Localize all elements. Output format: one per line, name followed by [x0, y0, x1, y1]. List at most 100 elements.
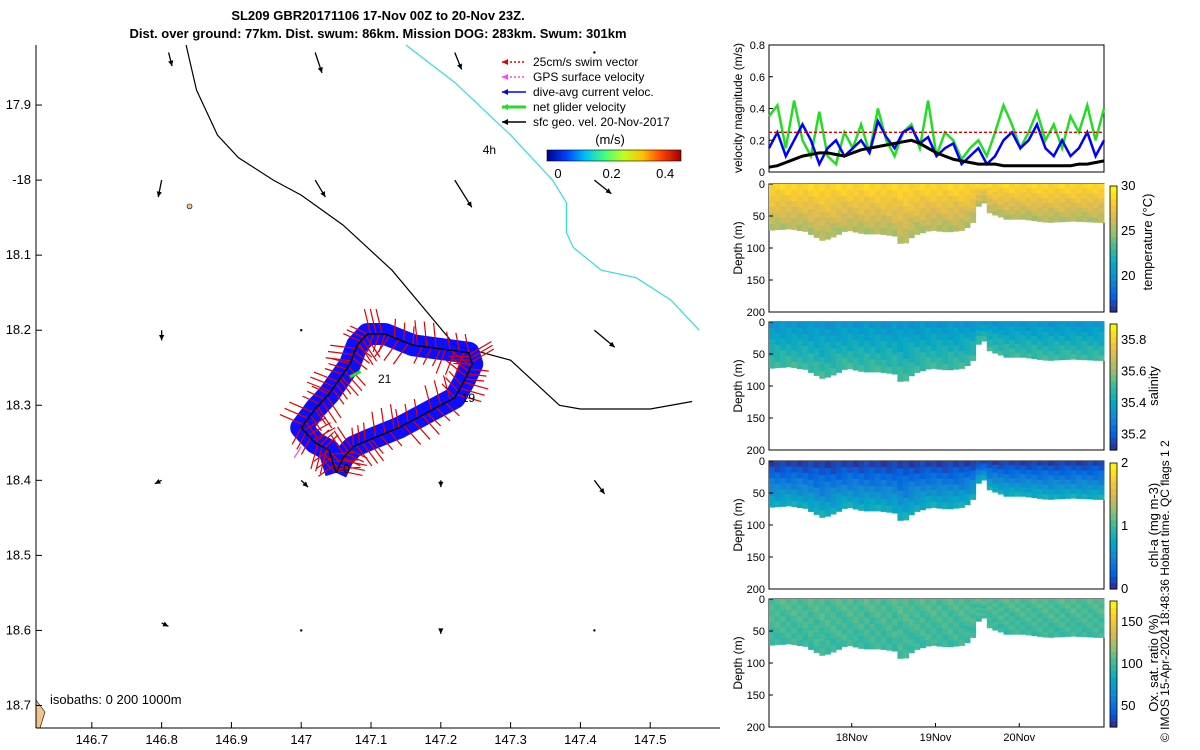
- profile-cell: [925, 604, 932, 612]
- profile-cell: [1025, 612, 1032, 618]
- profile-cell: [785, 217, 792, 224]
- profile-cell: [1064, 613, 1071, 619]
- profile-cell: [1059, 599, 1066, 605]
- profile-cell: [953, 599, 960, 606]
- profile-cell: [919, 467, 926, 474]
- profile-cell: [930, 224, 937, 231]
- profile-cell: [1020, 335, 1027, 341]
- profile-cell: [953, 484, 960, 491]
- profile-cell: [847, 501, 854, 509]
- profile-cell: [942, 357, 949, 365]
- profile-cell: [953, 496, 960, 503]
- profile-cell: [774, 184, 781, 191]
- colorbar-cell: [1110, 355, 1117, 363]
- profile-cell: [780, 212, 787, 219]
- profile-cell: [1048, 461, 1055, 467]
- profile-cell: [1081, 345, 1088, 351]
- profile-cell: [791, 495, 798, 502]
- profile-cell: [841, 327, 848, 335]
- profile-cell: [1048, 322, 1055, 328]
- profile-cell: [914, 202, 921, 210]
- profile-cell: [808, 636, 815, 644]
- profile-cell: [981, 599, 988, 602]
- profile-cell: [970, 613, 977, 619]
- profile-cell: [986, 325, 993, 330]
- profile-cell: [1020, 201, 1027, 207]
- profile-cell: [953, 616, 960, 623]
- profile-cell: [830, 203, 837, 211]
- profile-cell: [880, 467, 887, 475]
- profile-cell: [858, 359, 865, 366]
- profile-cell: [802, 472, 809, 480]
- profile-cell: [836, 599, 843, 606]
- time-tick-label: 19Nov: [920, 732, 952, 744]
- profile-cell: [819, 641, 826, 649]
- geo-velocity-arrowhead: [168, 60, 174, 67]
- profile-cell: [1025, 474, 1032, 480]
- profile-cell: [1081, 326, 1088, 332]
- profile-cell: [1014, 192, 1021, 198]
- profile-cell: [1070, 493, 1077, 499]
- profile-cell: [1053, 608, 1060, 614]
- profile-cell: [925, 189, 932, 197]
- profile-cell: [1025, 326, 1032, 332]
- profile-cell: [919, 358, 926, 366]
- profile-cell: [863, 479, 870, 487]
- profile-cell: [930, 633, 937, 641]
- profile-cell: [1076, 627, 1083, 633]
- profile-cell: [769, 224, 776, 231]
- profile-cell: [936, 484, 943, 491]
- profile-cell: [986, 340, 993, 345]
- profile-cell: [1037, 202, 1044, 208]
- profile-cell: [942, 605, 949, 612]
- profile-cell: [847, 496, 854, 503]
- profile-cell: [958, 472, 965, 479]
- profile-cell: [914, 340, 921, 348]
- profile-cell: [936, 213, 943, 220]
- profile-cell: [897, 373, 904, 382]
- legend-arrowhead: [502, 74, 508, 80]
- swim-vector: [302, 395, 321, 405]
- profile-cell: [903, 322, 910, 330]
- profile-cell: [1064, 622, 1071, 628]
- profile-cell: [808, 643, 815, 650]
- swim-vector: [412, 419, 431, 440]
- profile-cell: [858, 611, 865, 618]
- profile-cell: [1003, 184, 1010, 189]
- swim-vector: [337, 469, 363, 476]
- profile-cell: [808, 599, 815, 606]
- profile-cell: [780, 621, 787, 628]
- profile-cell: [780, 206, 787, 213]
- profile-cell: [914, 617, 921, 625]
- profile-cell: [919, 190, 926, 197]
- velocity-y-tick-label: 0.8: [750, 40, 765, 52]
- profile-cell: [1048, 632, 1055, 638]
- isobath-line-cyan: [405, 44, 700, 331]
- profile-cell: [1003, 201, 1010, 207]
- profile-cell: [1070, 465, 1077, 471]
- profile-cell: [1003, 469, 1010, 475]
- profile-cell: [919, 202, 926, 209]
- profile-cell: [1031, 184, 1038, 190]
- profile-cell: [841, 599, 848, 606]
- profile-cell: [1098, 326, 1105, 333]
- colorbar-tick-label: 25: [1121, 223, 1135, 238]
- colorbar-cell: [1110, 374, 1117, 382]
- profile-cell: [808, 492, 815, 500]
- profile-cell: [802, 189, 809, 197]
- profile-cell: [970, 470, 977, 476]
- swim-vector: [300, 437, 312, 455]
- depth-tick-label: 100: [747, 658, 765, 670]
- profile-cell: [841, 604, 848, 612]
- profile-cell: [1098, 346, 1105, 352]
- swim-vector: [332, 388, 345, 405]
- profile-cell: [785, 489, 792, 496]
- map-y-tick-label: 18.4: [6, 472, 31, 487]
- profile-cell: [891, 631, 898, 639]
- profile-cell: [802, 195, 809, 203]
- profile-cell: [1031, 340, 1038, 346]
- profile-cell: [936, 327, 943, 335]
- profile-cell: [930, 599, 937, 606]
- profile-cell: [958, 599, 965, 606]
- profile-cell: [897, 475, 904, 484]
